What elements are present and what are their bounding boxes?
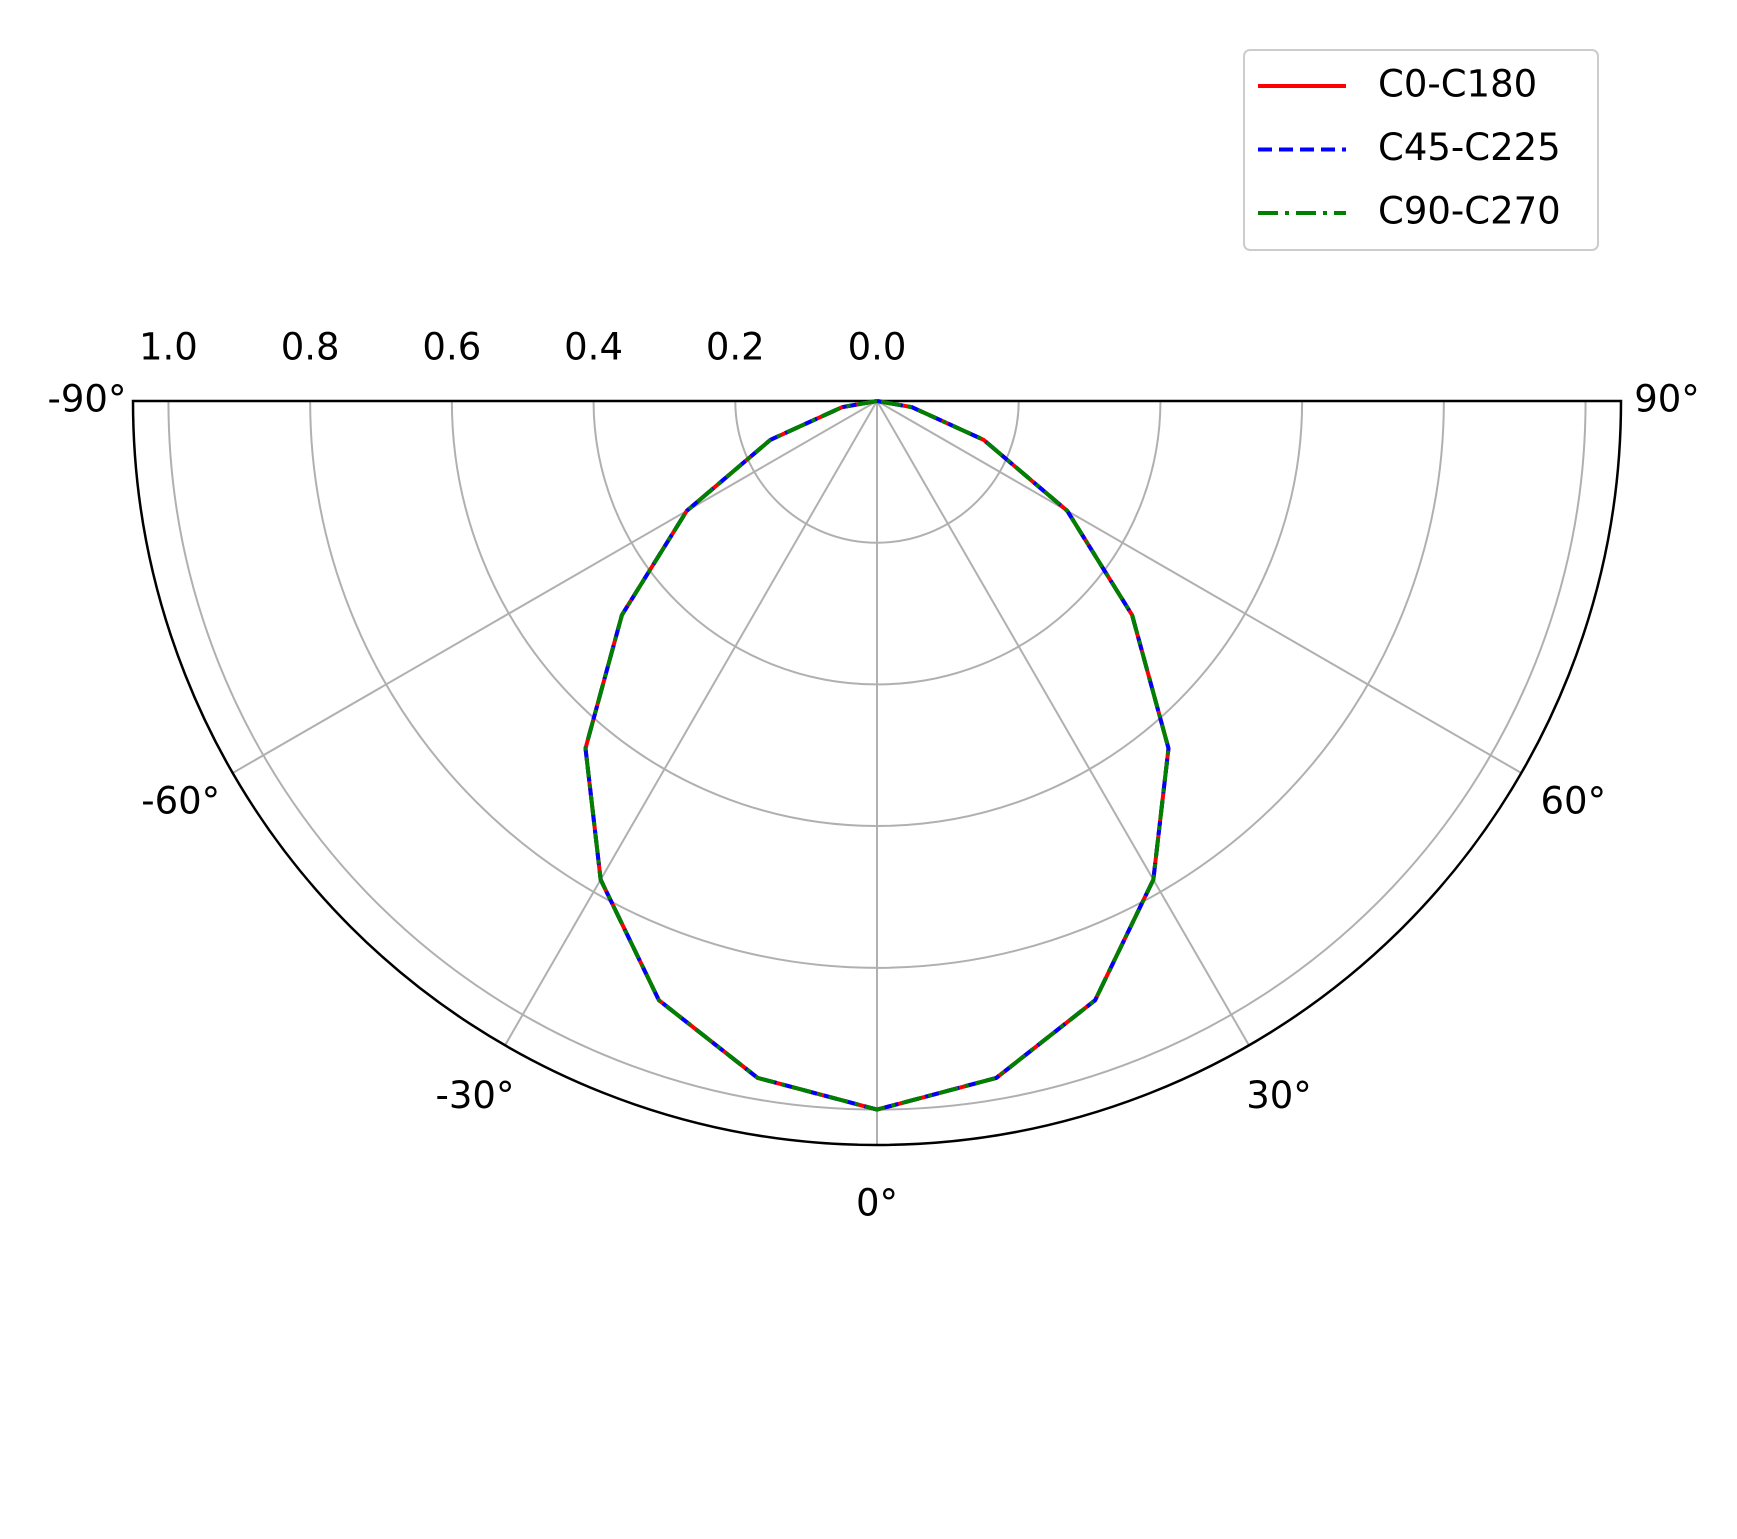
theta-tick-label: 0° xyxy=(856,1182,898,1225)
theta-tick-label: -30° xyxy=(436,1074,515,1117)
r-tick-label: 0.2 xyxy=(706,326,765,369)
legend-label: C90-C270 xyxy=(1378,190,1561,233)
legend-box xyxy=(1243,49,1599,251)
r-tick-label: 1.0 xyxy=(139,326,198,369)
polar-frame xyxy=(131,399,1623,1147)
legend: C0-C180 C45-C225 C90-C270 xyxy=(1243,49,1599,251)
grid-spoke xyxy=(232,400,878,774)
series-line xyxy=(583,399,1171,1112)
theta-tick-label: 90° xyxy=(1634,378,1700,421)
r-tick-label: 0.0 xyxy=(848,326,907,369)
grid-spoke xyxy=(876,400,1250,1046)
theta-tick-label: 60° xyxy=(1540,780,1606,823)
legend-label: C45-C225 xyxy=(1378,126,1561,169)
legend-label: C0-C180 xyxy=(1378,63,1537,106)
r-tick-label: 0.4 xyxy=(564,326,623,369)
grid-spoke xyxy=(876,400,1522,774)
theta-tick-label: -60° xyxy=(141,780,220,823)
grid-spoke xyxy=(504,400,878,1046)
theta-tick-label: 30° xyxy=(1246,1074,1312,1117)
r-tick-label: 0.8 xyxy=(281,326,340,369)
r-tick-label: 0.6 xyxy=(422,326,481,369)
theta-tick-label: -90° xyxy=(48,378,127,421)
